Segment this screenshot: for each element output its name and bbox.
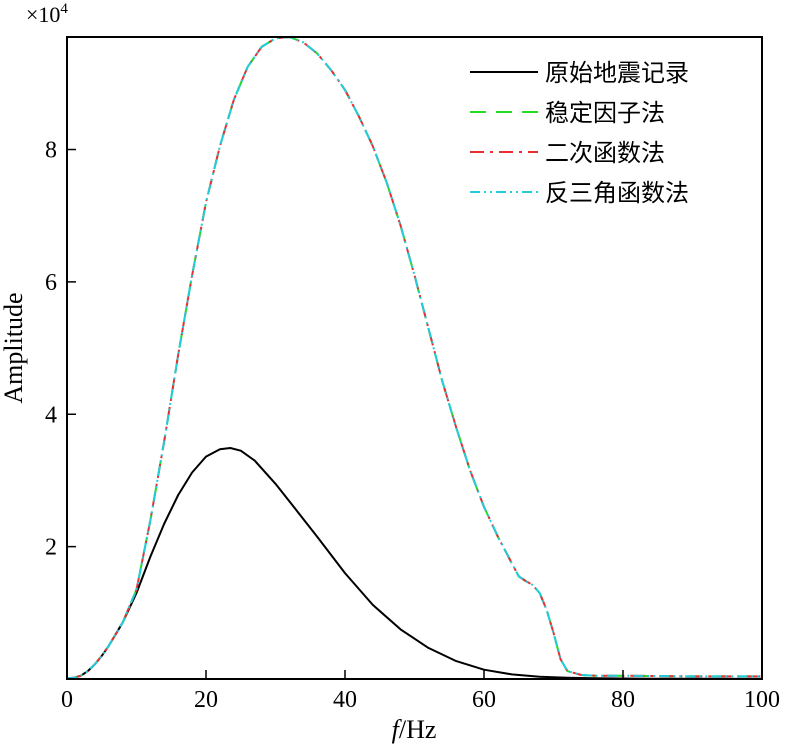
- legend-label-4: 反三角函数法: [545, 179, 689, 207]
- series-line-2: [66, 36, 762, 680]
- x-axis-ticks: 0 20 40 60 80 100: [61, 670, 780, 713]
- y-axis-ticks: 2 4 6 8: [45, 138, 76, 561]
- legend-label-3: 二次函数法: [545, 139, 665, 167]
- series-line-4: [66, 36, 762, 680]
- x-tick-label: 0: [61, 687, 73, 713]
- x-tick-label: 40: [333, 687, 357, 713]
- legend-label-1: 原始地震记录: [545, 59, 689, 87]
- y-multiplier: ×104: [26, 1, 68, 27]
- x-tick-label: 100: [744, 687, 780, 713]
- x-tick-label: 20: [194, 687, 218, 713]
- series-line-1: [66, 447, 763, 680]
- y-multiplier-exponent: 4: [60, 1, 68, 17]
- y-axis-label: Amplitude: [0, 292, 28, 403]
- x-axis-label: f/Hz: [392, 715, 437, 744]
- y-tick-label: 2: [45, 535, 57, 561]
- x-tick-label: 60: [472, 687, 496, 713]
- y-tick-label: 4: [45, 402, 57, 428]
- y-tick-label: 8: [45, 138, 57, 164]
- plot-frame: [66, 36, 763, 680]
- plot-lines: [66, 36, 763, 680]
- series-line-3: [66, 36, 762, 680]
- x-tick-label: 80: [611, 687, 635, 713]
- y-tick-label: 6: [45, 270, 57, 296]
- legend-label-2: 稳定因子法: [545, 99, 665, 127]
